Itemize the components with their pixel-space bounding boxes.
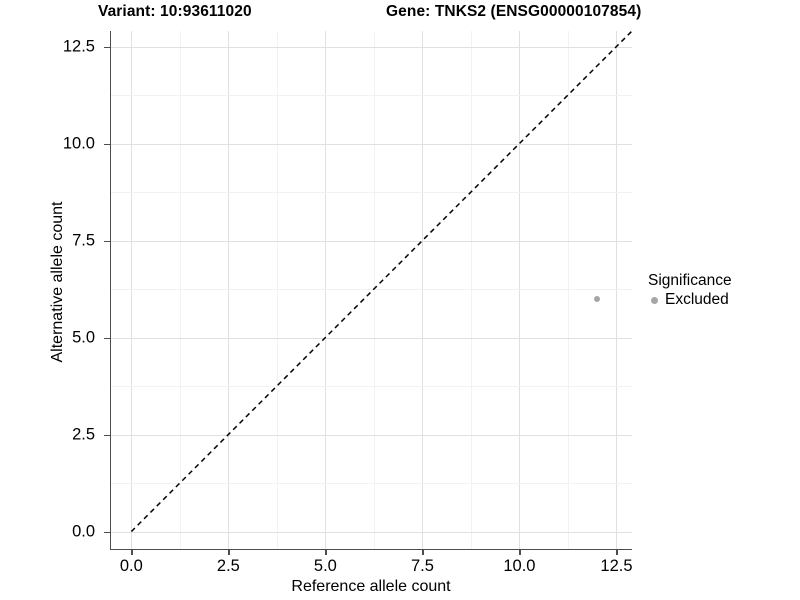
y-axis-tick [104, 240, 110, 242]
y-axis-line [110, 31, 112, 550]
x-axis-tick-label: 0.0 [119, 557, 143, 575]
x-axis-tick [131, 549, 133, 555]
gridline-horizontal [110, 289, 632, 291]
legend-swatch-icon [651, 296, 658, 304]
title-gene: Gene: TNKS2 (ENSG00000107854) [386, 3, 642, 20]
y-axis-tick [104, 337, 110, 339]
gridline-horizontal [110, 95, 632, 97]
y-axis-tick-label: 5.0 [72, 328, 95, 347]
x-axis-line [110, 548, 632, 550]
gridline-horizontal [110, 143, 632, 145]
y-axis-label: Alternative allele count [49, 201, 66, 363]
y-axis-tick-label: 7.5 [72, 231, 95, 250]
x-axis-label: Reference allele count [291, 578, 451, 595]
legend-title: Significance [648, 272, 732, 289]
grid-layer [110, 31, 632, 549]
legend-item[interactable]: Excluded [648, 291, 732, 309]
data-point[interactable] [594, 295, 601, 302]
gridline-horizontal [110, 386, 632, 388]
y-axis-tick [104, 46, 110, 48]
legend-items: Excluded [648, 291, 732, 309]
y-axis-tick [104, 531, 110, 533]
gridline-horizontal [110, 337, 632, 339]
x-axis-tick-label: 12.5 [600, 557, 633, 575]
x-axis-tick-label: 10.0 [503, 557, 536, 575]
gridline-horizontal [110, 531, 632, 533]
gridline-horizontal [110, 483, 632, 485]
x-axis-tick [228, 549, 230, 555]
y-axis-tick [104, 143, 110, 145]
x-axis-tick [325, 549, 327, 555]
plot-panel [110, 31, 632, 549]
x-axis-tick [519, 549, 521, 555]
y-axis-tick-label: 12.5 [62, 37, 95, 56]
x-axis-tick-label: 5.0 [313, 557, 337, 575]
legend: Significance Excluded [648, 272, 732, 309]
y-axis-tick [104, 434, 110, 436]
y-axis-tick-label: 2.5 [72, 425, 95, 444]
x-axis-tick [616, 549, 618, 555]
x-axis-tick-label: 2.5 [216, 557, 240, 575]
x-axis-tick-label: 7.5 [410, 557, 434, 575]
title-variant: Variant: 10:93611020 [98, 3, 252, 20]
y-axis-tick-label: 10.0 [62, 134, 95, 153]
gridline-horizontal [110, 434, 632, 436]
gridline-horizontal [110, 192, 632, 194]
gridline-horizontal [110, 240, 632, 242]
gridline-horizontal [110, 46, 632, 48]
legend-item-label: Excluded [665, 291, 729, 308]
x-axis-tick [422, 549, 424, 555]
y-axis-tick-label: 0.0 [72, 522, 95, 541]
